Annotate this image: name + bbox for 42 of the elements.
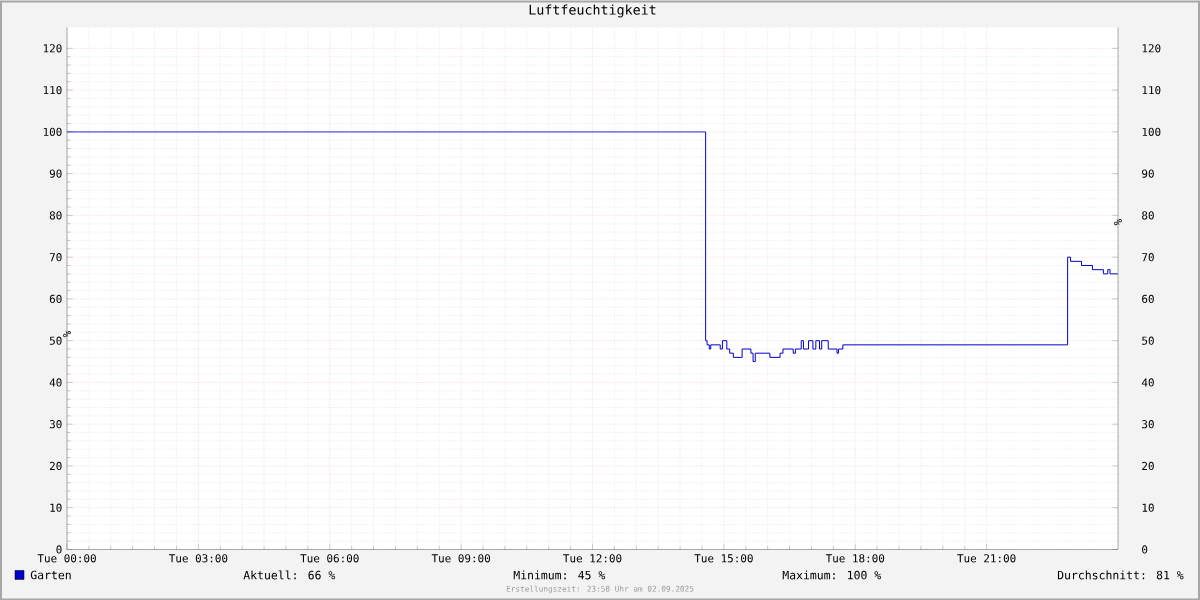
- y2-tick-label: 80: [1142, 211, 1154, 220]
- x-tick-label: Tue 18:00: [825, 553, 885, 563]
- y-tick-label: 70: [49, 252, 62, 262]
- y-tick-label: 50: [49, 336, 62, 345]
- y-tick-label: 40: [49, 378, 62, 387]
- x-tick-label: Tue 21:00: [957, 553, 1016, 563]
- y-tick-label: 30: [49, 419, 62, 429]
- x-tick-label: Tue 00:00: [37, 553, 96, 563]
- y-tick-label: 100: [43, 127, 62, 136]
- legend-label: Garten: [30, 570, 71, 580]
- y2-tick-label: 90: [1142, 169, 1154, 178]
- y2-tick-label: 60: [1142, 294, 1154, 303]
- x-tick-label: Tue 12:00: [563, 553, 622, 563]
- y-axis-title: %: [63, 330, 71, 337]
- y2-tick-label: 50: [1142, 336, 1154, 345]
- y2-axis-title: %: [1114, 218, 1122, 225]
- y2-tick-label: 120: [1142, 43, 1161, 53]
- y-tick-label: 80: [49, 211, 62, 220]
- y2-tick-label: 30: [1142, 419, 1154, 429]
- x-tick-label: Tue 15:00: [694, 553, 753, 563]
- y2-tick-label: 10: [1142, 503, 1154, 512]
- y-tick-label: 120: [43, 43, 62, 53]
- x-tick-label: Tue 03:00: [169, 553, 228, 563]
- y2-tick-label: 20: [1142, 461, 1154, 470]
- y-tick-label: 60: [49, 294, 62, 303]
- x-tick-label: Tue 09:00: [431, 553, 491, 563]
- y-tick-label: 20: [49, 461, 62, 470]
- y-tick-label: 0: [56, 545, 62, 554]
- y2-tick-label: 100: [1142, 127, 1161, 136]
- y2-tick-label: 110: [1142, 85, 1161, 95]
- chart-title: Luftfeuchtigkeit: [529, 4, 656, 18]
- x-tick-label: Tue 06:00: [300, 553, 359, 563]
- y-tick-label: 110: [43, 85, 62, 95]
- text: Aktuell: 66 %: [243, 570, 336, 580]
- text: Maximum: 100 %: [782, 570, 882, 580]
- y2-tick-label: 0: [1142, 545, 1148, 554]
- y2-tick-label: 70: [1142, 252, 1154, 262]
- y-tick-label: 10: [50, 503, 62, 512]
- y-tick-label: 90: [49, 169, 62, 178]
- text: Minimum: 45 %: [513, 570, 606, 580]
- text: Durchschnitt: 81 %: [1057, 570, 1184, 580]
- y2-tick-label: 40: [1141, 378, 1154, 387]
